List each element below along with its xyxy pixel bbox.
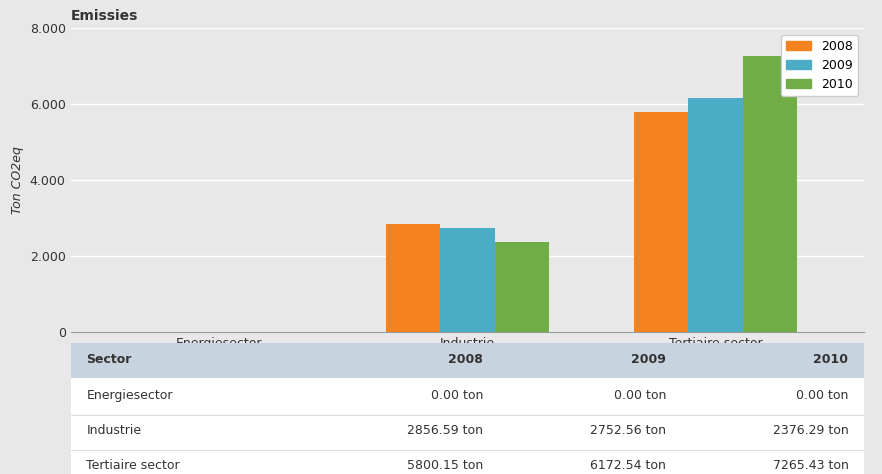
Bar [633, 112, 688, 332]
Text: 2856.59 ton: 2856.59 ton [407, 424, 483, 437]
Bar [385, 224, 440, 332]
Text: 2010: 2010 [813, 354, 848, 366]
Bar [743, 56, 797, 332]
Text: Tertiaire sector: Tertiaire sector [86, 459, 180, 472]
Legend: 2008, 2009, 2010: 2008, 2009, 2010 [781, 35, 858, 96]
Text: Emissies: Emissies [71, 9, 138, 23]
Text: 2376.29 ton: 2376.29 ton [773, 424, 848, 437]
Y-axis label: Ton CO2eq: Ton CO2eq [11, 146, 24, 214]
FancyBboxPatch shape [71, 413, 864, 450]
Text: Sector: Sector [86, 354, 131, 366]
Text: 2008: 2008 [448, 354, 483, 366]
Bar [440, 228, 495, 332]
Text: 7265.43 ton: 7265.43 ton [773, 459, 848, 472]
Text: 2009: 2009 [631, 354, 666, 366]
FancyBboxPatch shape [71, 449, 864, 474]
Text: 6172.54 ton: 6172.54 ton [590, 459, 666, 472]
Text: 5800.15 ton: 5800.15 ton [407, 459, 483, 472]
Text: Energiesector: Energiesector [86, 389, 173, 402]
Text: 0.00 ton: 0.00 ton [614, 389, 666, 402]
Text: 0.00 ton: 0.00 ton [796, 389, 848, 402]
Text: Industrie: Industrie [86, 424, 141, 437]
Bar [688, 98, 743, 332]
FancyBboxPatch shape [71, 378, 864, 415]
Text: 2752.56 ton: 2752.56 ton [590, 424, 666, 437]
X-axis label: Sector: Sector [447, 356, 488, 369]
FancyBboxPatch shape [71, 343, 864, 379]
Bar [495, 242, 549, 332]
Text: 0.00 ton: 0.00 ton [431, 389, 483, 402]
